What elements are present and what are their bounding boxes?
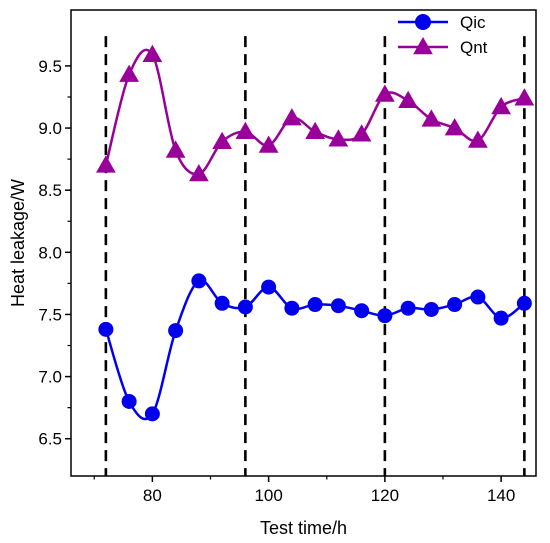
point-qnt-80	[142, 44, 163, 63]
point-qnt-92	[212, 131, 232, 149]
point-qic-136	[470, 289, 486, 305]
legend-label-qic: Qic	[460, 13, 486, 32]
legend-label-qnt: Qnt	[460, 38, 488, 57]
point-qic-88	[191, 273, 207, 289]
point-qic-84	[168, 323, 184, 339]
point-qnt-128	[421, 109, 442, 127]
point-qnt-132	[444, 118, 465, 136]
point-qic-92	[214, 295, 230, 311]
y-tick-label-8-5: 8.5	[38, 181, 62, 200]
point-qnt-108	[305, 121, 325, 140]
point-qnt-120	[375, 84, 395, 102]
point-qic-116	[354, 303, 370, 319]
point-qic-144	[516, 295, 532, 311]
legend-marker-qic	[415, 14, 431, 30]
legend-marker-qnt	[413, 36, 433, 55]
y-tick-label-8-0: 8.0	[38, 243, 62, 262]
series-layer	[96, 44, 535, 422]
x-tick-label-80: 80	[143, 486, 162, 505]
point-qic-132	[447, 297, 463, 313]
point-qnt-104	[282, 108, 302, 126]
y-tick-label-9-0: 9.0	[38, 119, 62, 138]
x-tick-label-120: 120	[371, 486, 399, 505]
vertical-dashed-lines	[104, 36, 526, 476]
plot-frame	[70, 9, 537, 477]
y-tick-label-7-0: 7.0	[38, 368, 62, 387]
point-qic-120	[377, 308, 393, 324]
point-qic-76	[121, 393, 137, 409]
point-qic-128	[423, 301, 439, 317]
legend-entry-qic: Qic	[398, 13, 486, 32]
point-qnt-72	[96, 155, 116, 173]
legend-entry-qnt: Qnt	[398, 36, 488, 57]
point-qic-104	[284, 300, 300, 316]
point-qnt-96	[235, 121, 256, 140]
point-qnt-100	[258, 135, 279, 153]
point-qic-72	[98, 321, 114, 337]
point-qnt-76	[119, 64, 139, 82]
point-qnt-136	[468, 130, 488, 148]
point-qic-140	[493, 310, 509, 326]
legend: Qic Qnt	[398, 13, 488, 57]
point-qnt-140	[491, 96, 511, 115]
y-axis-title: Heat leakage/W	[8, 179, 28, 307]
x-tick-label-100: 100	[254, 486, 282, 505]
point-qic-100	[261, 279, 277, 295]
x-axis-title: Test time/h	[260, 518, 347, 538]
axis-ticks: 80 100 120 140 6.5 7.0 7.5 8.0 8.5 9.0 9.5	[38, 57, 515, 505]
y-tick-label-6-5: 6.5	[38, 430, 62, 449]
point-qic-108	[307, 297, 323, 313]
point-qic-124	[400, 300, 416, 316]
point-qic-80	[144, 406, 160, 422]
x-tick-label-140: 140	[487, 486, 515, 505]
point-qnt-144	[514, 88, 535, 106]
y-tick-label-9-5: 9.5	[38, 57, 62, 76]
point-qic-96	[237, 299, 253, 315]
point-qnt-88	[189, 164, 209, 182]
point-qnt-84	[165, 140, 186, 158]
point-qnt-112	[328, 129, 349, 147]
point-qic-112	[330, 298, 346, 314]
y-tick-label-7-5: 7.5	[38, 305, 62, 324]
point-qnt-124	[398, 90, 418, 108]
point-qnt-116	[351, 124, 372, 142]
